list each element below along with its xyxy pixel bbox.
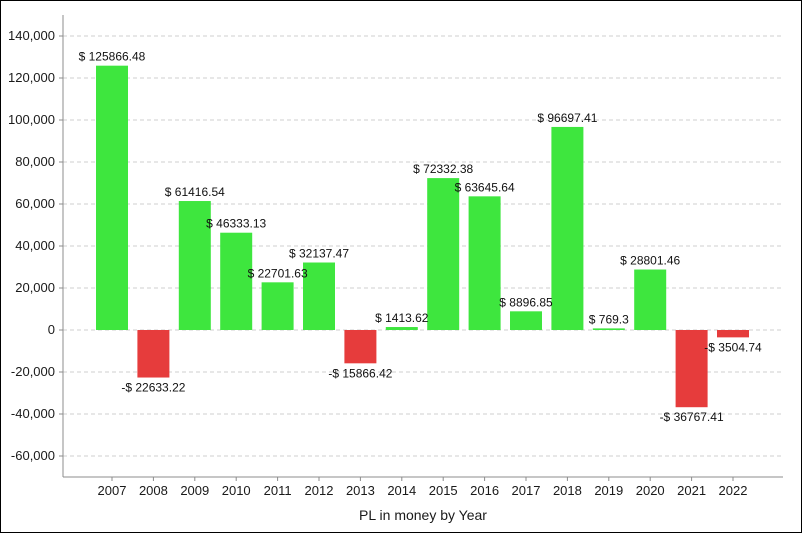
x-tick-label-2012: 2012 [305, 483, 334, 498]
bar-2016 [468, 196, 501, 330]
y-tick-label: 20,000 [15, 280, 55, 295]
x-tick-label-2011: 2011 [264, 483, 292, 498]
x-tick-label-2020: 2020 [636, 483, 665, 498]
x-tick-labels: 2007 2008 2009 2010 2011 2012 2013 2014 2015 2016… [98, 483, 748, 498]
data-label-2016: $ 63645.64 [455, 180, 515, 194]
data-label-2021: -$ 36767.41 [660, 410, 724, 424]
bar-2013 [344, 330, 377, 364]
axes [59, 15, 783, 481]
data-label-2007: $ 125866.48 [79, 50, 146, 64]
bar-2014 [385, 327, 418, 330]
data-label-2010: $ 46333.13 [206, 217, 266, 231]
x-tick-label-2013: 2013 [346, 483, 375, 498]
y-tick-label: 60,000 [15, 196, 55, 211]
x-tick-label-2021: 2021 [677, 483, 706, 498]
y-tick-labels: -60,000 -40,000 -20,000 0 20,000 40,000 60,000… [8, 28, 55, 463]
x-tick-label-2009: 2009 [180, 483, 209, 498]
y-tick-label: 80,000 [15, 154, 55, 169]
bar-2020 [634, 269, 667, 330]
bars [96, 65, 749, 408]
x-tick-label-2018: 2018 [553, 483, 582, 498]
y-tick-label: 40,000 [15, 238, 55, 253]
bar-2022 [717, 330, 749, 338]
x-tick-label-2016: 2016 [470, 483, 499, 498]
data-label-2013: -$ 15866.42 [328, 366, 392, 380]
data-label-2015: $ 72332.38 [413, 162, 473, 176]
x-tick-label-2022: 2022 [719, 483, 748, 498]
x-tick-label-2015: 2015 [429, 483, 458, 498]
y-tick-label: 120,000 [8, 70, 55, 85]
bar-2017 [510, 311, 542, 330]
y-tick-label: 0 [48, 322, 55, 337]
y-tick-label: -60,000 [11, 448, 55, 463]
data-labels: $ 125866.48 -$ 22633.22 $ 61416.54 $ 46333.… [79, 50, 762, 425]
data-label-2020: $ 28801.46 [620, 254, 680, 268]
data-label-2014: $ 1413.62 [375, 311, 429, 325]
x-tick-label-2010: 2010 [222, 483, 251, 498]
data-label-2011: $ 22701.63 [248, 266, 308, 280]
bar-2021 [675, 330, 708, 408]
bar-2009 [178, 201, 211, 330]
bar-2019 [592, 328, 625, 330]
bar-2010 [220, 232, 253, 330]
y-tick-label: -40,000 [11, 406, 55, 421]
x-tick-label-2019: 2019 [594, 483, 623, 498]
x-tick-label-2017: 2017 [512, 483, 541, 498]
x-tick-label-2007: 2007 [98, 483, 127, 498]
data-label-2009: $ 61416.54 [165, 185, 225, 199]
bar-2018 [551, 126, 584, 330]
data-label-2022: -$ 3504.74 [704, 340, 762, 354]
y-tick-label: 140,000 [8, 28, 55, 43]
x-tick-label-2014: 2014 [387, 483, 416, 498]
data-label-2019: $ 769.3 [589, 312, 629, 326]
data-label-2018: $ 96697.41 [537, 111, 597, 125]
bar-2011 [261, 282, 294, 330]
x-axis-title: PL in money by Year [359, 507, 487, 523]
bar-2007 [96, 65, 128, 330]
x-tick-label-2008: 2008 [139, 483, 168, 498]
y-tick-label: -20,000 [11, 364, 55, 379]
bar-2015 [427, 178, 460, 330]
bar-2008 [137, 330, 170, 378]
bar-2012 [303, 262, 335, 330]
data-label-2017: $ 8896.85 [499, 295, 553, 309]
y-tick-label: 100,000 [8, 112, 55, 127]
data-label-2008: -$ 22633.22 [121, 381, 185, 395]
data-label-2012: $ 32137.47 [289, 247, 349, 261]
